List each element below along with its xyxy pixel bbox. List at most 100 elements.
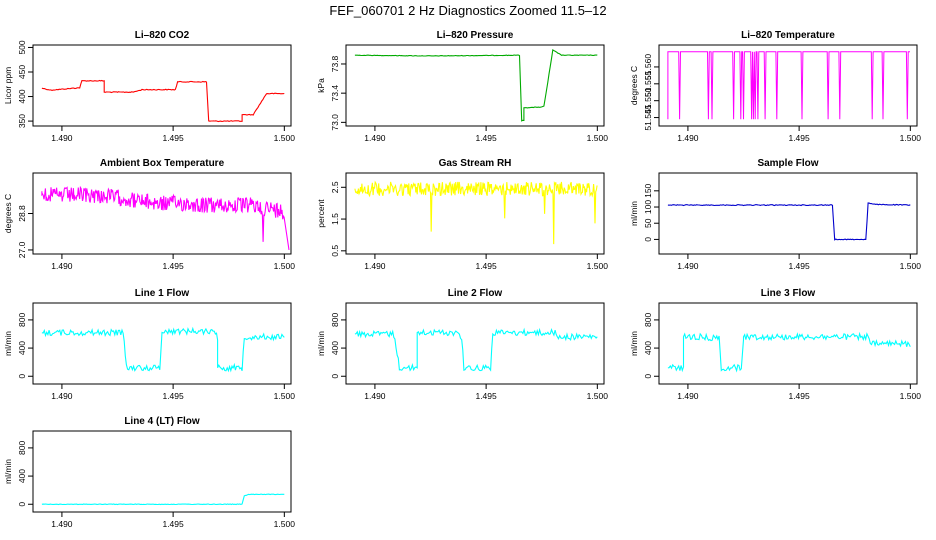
series-line (667, 331, 911, 373)
plot-frame (32, 172, 292, 255)
plot-frame (658, 44, 918, 127)
x-tick-label: 1.490 (364, 391, 386, 401)
y-tick-label: 100 (643, 200, 653, 214)
series-line (354, 327, 598, 372)
x-tick-label: 1.490 (677, 261, 699, 271)
y-tick-label: 400 (17, 341, 27, 355)
plot-frame (345, 302, 605, 385)
x-tick-label: 1.500 (900, 261, 922, 271)
plot-frame (345, 44, 605, 127)
x-tick-label: 1.500 (587, 261, 609, 271)
y-tick-label: 800 (643, 313, 653, 327)
panel-8: Line 2 Flow 1.490 1.495 1.500 0 400 800 ml/min (316, 288, 608, 401)
y-tick-label: 0 (643, 374, 653, 379)
x-tick-label: 1.500 (274, 391, 296, 401)
y-tick-label: 0 (17, 374, 27, 379)
y-tick-label: 0 (330, 374, 340, 379)
x-tick-label: 1.490 (364, 133, 386, 143)
x-tick-label: 1.490 (51, 133, 73, 143)
x-tick-label: 1.495 (475, 133, 497, 143)
y-tick-label: 800 (17, 313, 27, 327)
x-tick-label: 1.490 (51, 261, 73, 271)
y-tick-label: 400 (330, 341, 340, 355)
y-tick-label: 1.5 (330, 213, 340, 225)
y-axis-label: ml/min (629, 331, 639, 356)
x-tick-label: 1.500 (587, 133, 609, 143)
series-line (667, 51, 910, 120)
panel-title: Line 3 Flow (761, 288, 816, 299)
y-tick-label: 28.8 (17, 205, 27, 222)
plot-frame (32, 430, 292, 513)
panel-title: Gas Stream RH (439, 158, 512, 169)
x-tick-label: 1.495 (788, 133, 810, 143)
x-tick-label: 1.500 (587, 391, 609, 401)
y-tick-label: 400 (17, 469, 27, 483)
x-tick-label: 1.490 (677, 391, 699, 401)
panel-title: Line 4 (LT) Flow (124, 416, 200, 427)
y-tick-label: 450 (17, 65, 27, 79)
panel-4: Ambient Box Temperature 1.490 1.495 1.500 27… (3, 158, 295, 271)
plot-frame (345, 172, 605, 255)
y-tick-label: 500 (17, 40, 27, 54)
x-tick-label: 1.495 (475, 391, 497, 401)
y-tick-label: 27.0 (17, 241, 27, 258)
y-tick-label: 800 (330, 313, 340, 327)
series-line (41, 185, 290, 251)
y-axis-label: ml/min (3, 459, 13, 484)
panel-2: Li–820 Pressure 1.490 1.495 1.500 73.0 73.4 73… (316, 30, 608, 143)
y-tick-label: 50 (643, 218, 653, 228)
panel-title: Li–820 CO2 (135, 30, 190, 41)
panel-9: Line 3 Flow 1.490 1.495 1.500 0 400 800 ml/min (629, 288, 921, 401)
y-axis-label: degrees C (3, 194, 13, 233)
series-line (41, 79, 285, 123)
y-tick-label: 0.5 (330, 245, 340, 257)
panel-title: Li–820 Pressure (437, 30, 514, 41)
y-tick-label: 73.0 (330, 114, 340, 131)
series-line (41, 493, 285, 506)
x-tick-label: 1.495 (162, 519, 184, 529)
x-tick-label: 1.500 (900, 133, 922, 143)
y-tick-label: 73.4 (330, 85, 340, 102)
y-tick-label: 51.555 (643, 71, 653, 97)
y-axis-label: ml/min (3, 331, 13, 356)
panel-title: Line 1 Flow (135, 288, 190, 299)
y-tick-label: 2.5 (330, 181, 340, 193)
y-tick-label: 800 (17, 441, 27, 455)
panel-5: Gas Stream RH 1.490 1.495 1.500 0.5 1.5 2.5 per… (316, 158, 608, 271)
x-tick-label: 1.500 (900, 391, 922, 401)
y-tick-label: 0 (643, 237, 653, 242)
series-line (354, 180, 598, 245)
y-tick-label: 400 (17, 89, 27, 103)
x-tick-label: 1.490 (51, 519, 73, 529)
y-tick-label: 73.8 (330, 55, 340, 72)
y-tick-label: 51.550 (643, 87, 653, 113)
x-tick-label: 1.500 (274, 261, 296, 271)
plot-frame (32, 44, 292, 127)
plot-frame (658, 172, 918, 255)
x-tick-label: 1.495 (162, 261, 184, 271)
x-tick-label: 1.490 (51, 391, 73, 401)
plot-frame (32, 302, 292, 385)
x-tick-label: 1.500 (274, 519, 296, 529)
series-line (667, 202, 911, 241)
x-tick-label: 1.495 (788, 261, 810, 271)
y-axis-label: ml/min (629, 201, 639, 226)
x-tick-label: 1.490 (364, 261, 386, 271)
panel-10: Line 4 (LT) Flow 1.490 1.495 1.500 0 400 800 ml… (3, 416, 295, 529)
panel-7: Line 1 Flow 1.490 1.495 1.500 0 400 800 ml/min (3, 288, 295, 401)
x-tick-label: 1.495 (475, 261, 497, 271)
panel-1: Li–820 CO2 1.490 1.495 1.500 350 400 450 500 Lic… (3, 30, 295, 143)
panel-title: Line 2 Flow (448, 288, 503, 299)
y-tick-label: 350 (17, 114, 27, 128)
y-tick-label: 150 (643, 183, 653, 197)
y-axis-label: degrees C (629, 66, 639, 105)
y-axis-label: ml/min (316, 331, 326, 356)
x-tick-label: 1.495 (162, 133, 184, 143)
page-title: FEF_060701 2 Hz Diagnostics Zoomed 11.5–… (329, 3, 607, 18)
series-line (41, 326, 285, 373)
series-line (354, 48, 598, 122)
x-tick-label: 1.495 (788, 391, 810, 401)
y-tick-label: 400 (643, 341, 653, 355)
